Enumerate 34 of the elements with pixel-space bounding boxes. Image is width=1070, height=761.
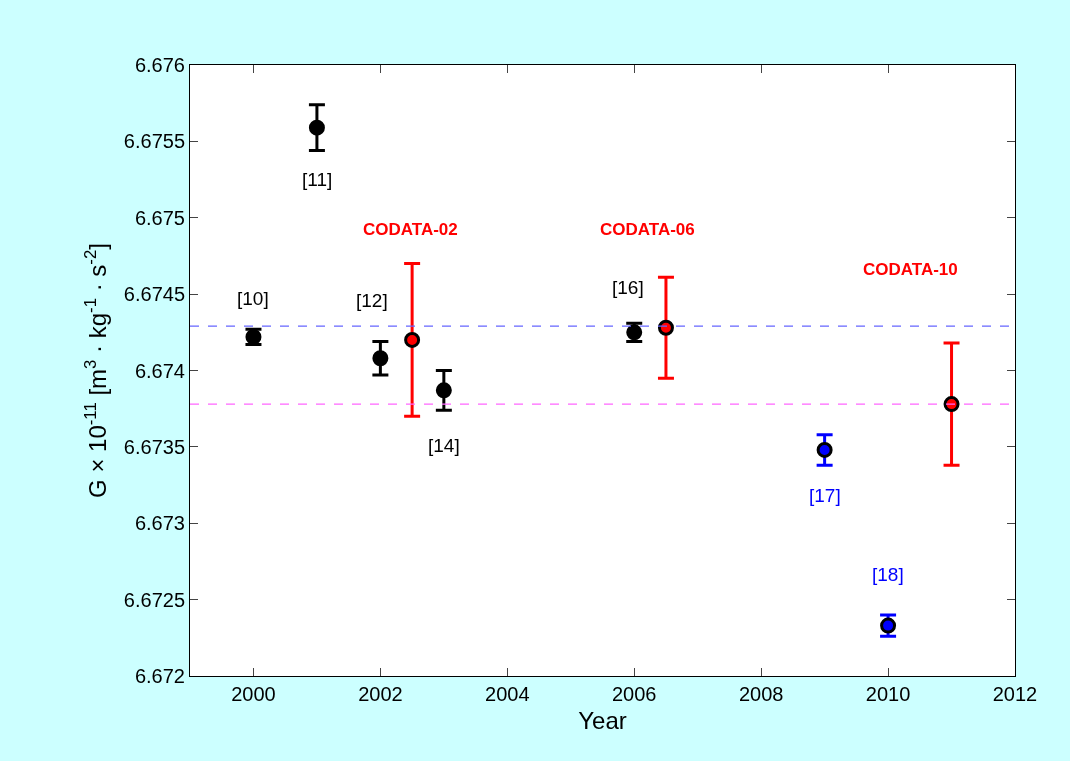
x-tick-label: 2002: [358, 683, 403, 705]
annotation: CODATA-02: [363, 220, 458, 239]
annotation: [18]: [872, 564, 904, 585]
y-tick-label: 6.673: [134, 512, 185, 535]
x-tick-label: 2012: [992, 683, 1038, 705]
y-tick-label: 6.676: [134, 54, 185, 76]
annotation: CODATA-06: [600, 220, 695, 239]
x-tick-label: 2006: [611, 683, 657, 705]
y-tick-label: 6.675: [134, 206, 185, 229]
point: [435, 382, 452, 399]
x-tick-label: 2010: [865, 683, 911, 705]
annotation: [14]: [428, 435, 460, 456]
annotation: [10]: [237, 288, 269, 309]
point: [880, 617, 897, 634]
x-tick-label: 2000: [231, 683, 276, 705]
point: [404, 331, 421, 348]
annotation: [17]: [809, 485, 841, 506]
point: [816, 441, 833, 458]
point: [372, 350, 389, 367]
point: [657, 319, 674, 336]
y-tick-label: 6.674: [134, 359, 185, 382]
y-tick-label: 6.6725: [123, 588, 185, 611]
x-tick-label: 2004: [485, 683, 530, 705]
y-tick-label: 6.6735: [123, 435, 185, 458]
x-axis-title: Year: [578, 707, 627, 735]
annotation: [16]: [612, 277, 644, 298]
point: [308, 119, 325, 136]
y-tick-label: 6.6755: [123, 130, 185, 153]
annotation: CODATA-10: [863, 260, 958, 279]
y-tick-label: 6.6745: [123, 283, 185, 306]
annotation: [12]: [356, 290, 388, 311]
x-tick-label: 2008: [738, 683, 784, 705]
annotation: [11]: [302, 169, 333, 190]
y-tick-label: 6.672: [134, 665, 185, 687]
